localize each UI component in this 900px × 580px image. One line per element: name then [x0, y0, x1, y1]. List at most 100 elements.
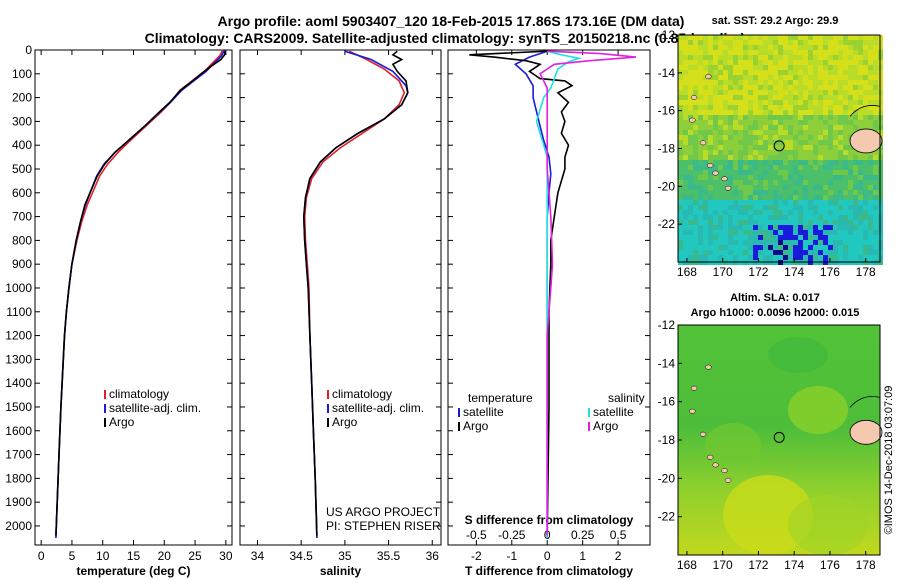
- sst-cell: [743, 200, 748, 205]
- sst-cell: [843, 155, 848, 160]
- sst-cell: [763, 50, 768, 55]
- sst-cell: [858, 255, 863, 260]
- sst-cell: [678, 50, 683, 55]
- sst-cell: [683, 65, 688, 70]
- sst-cell: [753, 225, 758, 230]
- sst-cell: [798, 225, 803, 230]
- sst-cell: [703, 100, 708, 105]
- sst-cell: [873, 110, 878, 115]
- sst-cell: [713, 125, 718, 130]
- sst-cell: [783, 240, 788, 245]
- sst-cell: [788, 225, 793, 230]
- map-y-tick-label: -22: [658, 217, 676, 231]
- sst-cell: [718, 170, 723, 175]
- sst-cell: [808, 155, 813, 160]
- sst-cell: [868, 120, 873, 125]
- sst-cell: [868, 160, 873, 165]
- sst-cell: [768, 155, 773, 160]
- sst-cell: [808, 190, 813, 195]
- sst-cell: [873, 205, 878, 210]
- sst-cell: [793, 240, 798, 245]
- sst-cell: [873, 170, 878, 175]
- legend-label: climatology: [332, 387, 392, 401]
- sst-cell: [743, 240, 748, 245]
- sst-cell: [793, 165, 798, 170]
- sst-cell: [728, 250, 733, 255]
- sst-cell: [773, 240, 778, 245]
- sst-cell: [823, 120, 828, 125]
- sst-cell: [833, 110, 838, 115]
- sst-cell: [753, 65, 758, 70]
- sst-cell: [868, 220, 873, 225]
- map-field: [678, 325, 880, 555]
- sst-cell: [728, 170, 733, 175]
- sst-cell: [733, 90, 738, 95]
- sst-cell: [778, 125, 783, 130]
- sst-cell: [703, 60, 708, 65]
- sst-cell: [803, 185, 808, 190]
- legend-label: satellite-adj. clim.: [109, 401, 201, 415]
- sst-cell: [808, 185, 813, 190]
- sst-cell: [818, 170, 823, 175]
- sst-cell: [778, 160, 783, 165]
- sst-cell: [863, 170, 868, 175]
- island-shape: [705, 364, 712, 370]
- imos-credit: ©IMOS 14-Dec-2018 03:07:09: [883, 386, 895, 535]
- sst-cell: [763, 215, 768, 220]
- sst-cell: [768, 65, 773, 70]
- sst-cell: [773, 40, 778, 45]
- sst-cell: [718, 75, 723, 80]
- sst-cell: [843, 235, 848, 240]
- sst-cell: [763, 85, 768, 90]
- sst-cell: [778, 130, 783, 135]
- sst-cell: [698, 190, 703, 195]
- sst-cell: [718, 205, 723, 210]
- sst-cell: [793, 245, 798, 250]
- sst-cell: [683, 135, 688, 140]
- island-shape: [712, 462, 719, 468]
- sst-cell: [723, 125, 728, 130]
- sst-cell: [698, 240, 703, 245]
- island-shape: [721, 468, 728, 474]
- sst-cell: [823, 220, 828, 225]
- sst-cell: [813, 115, 818, 120]
- sst-cell: [703, 220, 708, 225]
- sst-cell: [708, 65, 713, 70]
- sst-cell: [768, 60, 773, 65]
- sst-cell: [748, 180, 753, 185]
- sst-cell: [763, 80, 768, 85]
- sst-cell: [738, 40, 743, 45]
- island-shape: [690, 385, 698, 391]
- sst-cell: [733, 240, 738, 245]
- sst-cell: [688, 40, 693, 45]
- sst-cell: [828, 205, 833, 210]
- plot-frame: [239, 49, 442, 546]
- sst-cell: [758, 120, 763, 125]
- sst-cell: [828, 125, 833, 130]
- sst-cell: [753, 195, 758, 200]
- sst-cell: [863, 40, 868, 45]
- sst-cell: [858, 170, 863, 175]
- sst-cell: [848, 45, 853, 50]
- sst-cell: [723, 110, 728, 115]
- sst-cell: [843, 150, 848, 155]
- sst-cell: [803, 75, 808, 80]
- sst-cell: [753, 160, 758, 165]
- sst-cell: [833, 195, 838, 200]
- sst-cell: [868, 65, 873, 70]
- sst-cell: [798, 120, 803, 125]
- sst-cell: [698, 60, 703, 65]
- sst-cell: [858, 185, 863, 190]
- sst-cell: [738, 70, 743, 75]
- sst-cell: [753, 70, 758, 75]
- sst-cell: [703, 255, 708, 260]
- sst-cell: [688, 130, 693, 135]
- sst-cell: [718, 125, 723, 130]
- sst-cell: [693, 150, 698, 155]
- sst-cell: [788, 50, 793, 55]
- x-tick-label: 35: [338, 549, 352, 563]
- sst-cell: [768, 215, 773, 220]
- sst-cell: [833, 200, 838, 205]
- sst-cell: [863, 95, 868, 100]
- sst-cell: [708, 240, 713, 245]
